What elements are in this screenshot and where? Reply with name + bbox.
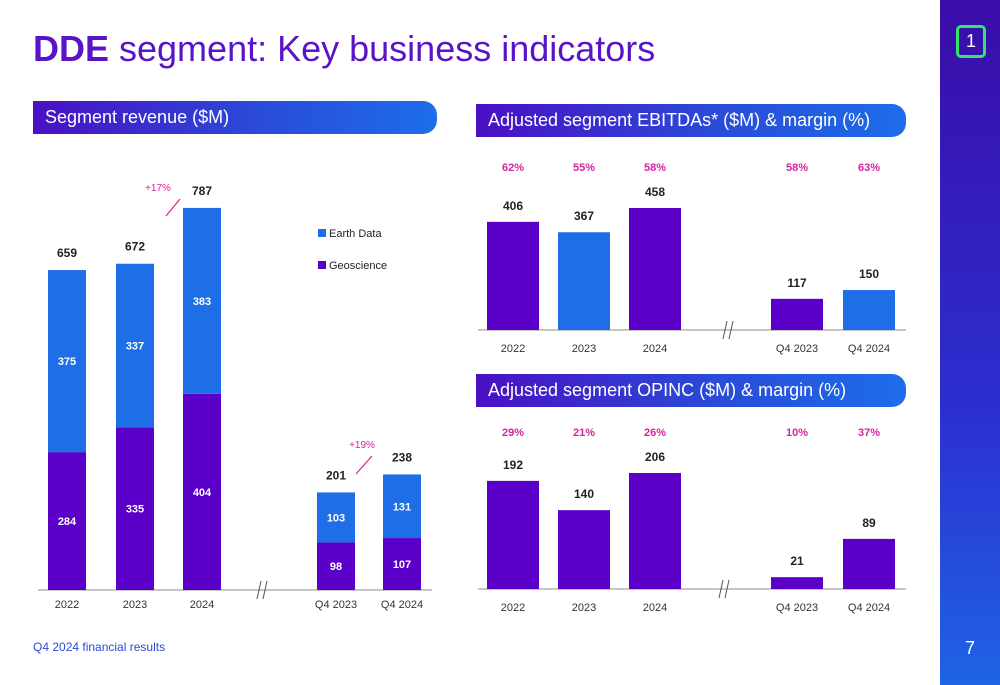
revenue-segment-label: 103 — [327, 512, 345, 524]
axis-break-mark — [728, 320, 734, 340]
revenue-segment-label: 98 — [330, 561, 342, 573]
revenue-tick-label: 2022 — [55, 599, 79, 611]
growth-annotation: +19% — [349, 440, 375, 451]
revenue-tick-label: Q4 2024 — [381, 599, 423, 611]
company-logo: 1 — [956, 25, 986, 58]
title-bold: DDE — [33, 28, 110, 69]
ebitda-tick-label: 2024 — [643, 343, 667, 355]
revenue-total-label: 238 — [392, 450, 412, 464]
axis-break-mark — [722, 320, 728, 340]
revenue-segment-label: 335 — [126, 504, 144, 516]
revenue-total-label: 787 — [192, 184, 212, 198]
growth-annotation-line — [355, 455, 373, 475]
ebitda-margin-label: 63% — [858, 162, 880, 174]
opinc-value-label: 206 — [645, 450, 665, 464]
axis-break-mark — [718, 579, 724, 599]
opinc-margin-label: 37% — [858, 427, 880, 439]
legend-label-geoscience: Geoscience — [329, 260, 387, 272]
ebitda-margin-label: 58% — [786, 162, 808, 174]
opinc-bar-2022 — [487, 480, 539, 589]
growth-annotation: +17% — [145, 183, 171, 194]
ebitda-tick-label: Q4 2023 — [776, 343, 818, 355]
opinc-bar-2024 — [629, 473, 681, 589]
ebitda-value-label: 458 — [645, 185, 665, 199]
axis-break-mark — [256, 580, 262, 600]
revenue-total-label: 659 — [57, 246, 77, 260]
growth-annotation-line — [165, 198, 181, 217]
axis-break-mark — [724, 579, 730, 599]
ebitda-bar-q4-2024 — [843, 290, 895, 330]
revenue-bar-geoscience-2022 — [48, 452, 86, 590]
footer-text: Q4 2024 financial results — [33, 640, 166, 654]
opinc-value-label: 140 — [574, 487, 594, 501]
revenue-tick-label: Q4 2023 — [315, 599, 357, 611]
opinc-tick-label: Q4 2023 — [776, 602, 818, 614]
revenue-segment-label: 337 — [126, 341, 144, 353]
revenue-segment-label: 284 — [58, 516, 77, 528]
ebitda-margin-label: 55% — [573, 162, 595, 174]
revenue-total-label: 672 — [125, 240, 145, 254]
page-title: DDE segment: Key business indicators — [33, 28, 655, 70]
ebitda-value-label: 367 — [574, 209, 594, 223]
legend-swatch-geoscience — [318, 261, 326, 269]
opinc-bar-q4-2024 — [843, 538, 895, 589]
opinc-margin-label: 29% — [502, 427, 524, 439]
opinc-banner: Adjusted segment OPINC ($M) & margin (%) — [476, 374, 906, 407]
title-rest: segment: Key business indicators — [109, 28, 656, 69]
opinc-tick-label: 2022 — [501, 602, 525, 614]
ebitda-tick-label: 2023 — [572, 343, 596, 355]
axis-break-mark — [262, 580, 268, 600]
revenue-bar-geoscience-q4-2023 — [317, 542, 355, 590]
opinc-tick-label: Q4 2024 — [848, 602, 890, 614]
opinc-margin-label: 26% — [644, 427, 666, 439]
revenue-tick-label: 2023 — [123, 599, 147, 611]
revenue-segment-label: 375 — [58, 356, 76, 368]
revenue-bar-earth-data-q4-2024 — [383, 474, 421, 539]
ebitda-tick-label: 2022 — [501, 343, 525, 355]
revenue-banner: Segment revenue ($M) — [33, 101, 437, 134]
opinc-tick-label: 2024 — [643, 602, 667, 614]
revenue-segment-label: 131 — [393, 501, 411, 513]
ebitda-bar-2023 — [558, 232, 610, 330]
opinc-tick-label: 2023 — [572, 602, 596, 614]
page-number: 7 — [964, 638, 975, 658]
revenue-segment-label: 383 — [193, 296, 211, 308]
ebitda-bar-2022 — [487, 221, 539, 330]
opinc-bar-q4-2023 — [771, 577, 823, 589]
revenue-segment-label: 107 — [393, 559, 411, 571]
revenue-tick-label: 2024 — [190, 599, 214, 611]
revenue-bar-geoscience-2023 — [116, 427, 154, 590]
ebitda-banner: Adjusted segment EBITDAs* ($M) & margin … — [476, 104, 906, 137]
opinc-value-label: 192 — [503, 458, 523, 472]
opinc-bar-2023 — [558, 510, 610, 589]
ebitda-value-label: 406 — [503, 199, 523, 213]
opinc-margin-label: 10% — [786, 427, 808, 439]
revenue-bar-geoscience-2024 — [183, 393, 221, 590]
right-sidebar — [940, 0, 1000, 685]
revenue-bar-geoscience-q4-2024 — [383, 538, 421, 590]
ebitda-value-label: 117 — [787, 276, 807, 290]
opinc-value-label: 89 — [862, 516, 876, 530]
revenue-bar-earth-data-2023 — [116, 263, 154, 428]
ebitda-tick-label: Q4 2024 — [848, 343, 890, 355]
legend-label-earth-data: Earth Data — [329, 228, 382, 240]
ebitda-margin-label: 62% — [502, 162, 524, 174]
legend-swatch-earth-data — [318, 229, 326, 237]
ebitda-bar-2024 — [629, 207, 681, 330]
revenue-bar-earth-data-2024 — [183, 207, 221, 394]
ebitda-value-label: 150 — [859, 267, 879, 281]
opinc-margin-label: 21% — [573, 427, 595, 439]
opinc-value-label: 21 — [790, 554, 804, 568]
ebitda-bar-q4-2023 — [771, 298, 823, 330]
ebitda-margin-label: 58% — [644, 162, 666, 174]
revenue-total-label: 201 — [326, 468, 346, 482]
revenue-bar-earth-data-2022 — [48, 270, 86, 453]
revenue-bar-earth-data-q4-2023 — [317, 492, 355, 543]
revenue-segment-label: 404 — [193, 487, 212, 499]
